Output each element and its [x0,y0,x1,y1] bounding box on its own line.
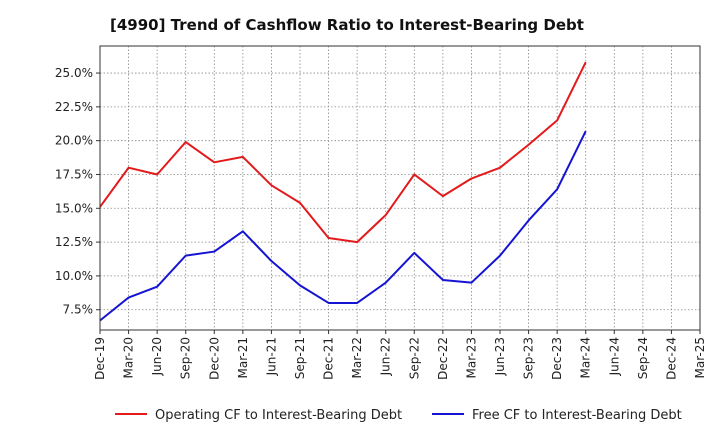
x-tick-label: Mar-21 [236,337,250,378]
x-tick-label: Sep-20 [179,337,193,379]
x-tick-label: Mar-25 [693,337,707,378]
x-tick-label: Mar-22 [350,337,364,378]
series-lines [99,61,587,322]
x-tick-label: Dec-24 [664,337,678,380]
x-tick-label: Dec-19 [93,337,107,380]
grid [99,46,701,330]
legend-label-2: Free CF to Interest-Bearing Debt [472,408,682,423]
x-tick-label: Sep-24 [636,337,650,379]
x-tick-label: Dec-22 [436,337,450,380]
y-tick-label: 20.0% [55,134,93,148]
x-tick-label: Jun-24 [607,337,621,376]
x-tick-label: Sep-22 [407,337,421,379]
series-line-1 [99,61,587,244]
legend-label-1: Operating CF to Interest-Bearing Debt [155,408,402,423]
y-tick-label: 17.5% [55,167,93,181]
x-tick-label: Sep-21 [293,337,307,379]
x-tick-label: Sep-23 [522,337,536,379]
x-tick-label: Mar-23 [464,337,478,378]
x-tick-label: Dec-23 [550,337,564,380]
y-tick-label: 10.0% [55,269,93,283]
x-tick-label: Jun-20 [150,337,164,376]
series-line-2 [99,130,587,322]
y-tick-label: 15.0% [55,201,93,215]
x-tick-label: Jun-23 [493,337,507,376]
legend: Operating CF to Interest-Bearing Debt Fre… [115,408,682,423]
y-tick-label: 7.5% [63,303,94,317]
y-tick-label: 12.5% [55,235,93,249]
x-tick-label: Mar-20 [122,337,136,378]
plot-frame [99,45,701,331]
y-tick-label: 22.5% [55,100,93,114]
x-tick-label: Jun-21 [264,337,278,376]
x-tick-label: Jun-22 [379,337,393,376]
chart-title: [4990] Trend of Cashflow Ratio to Intere… [110,16,584,34]
x-tick-label: Dec-20 [207,337,221,380]
x-tick-label: Mar-24 [579,337,593,378]
y-tick-label: 25.0% [55,66,93,80]
x-axis-ticks: Dec-19 Mar-20 Jun-20 Sep-20 Dec-20 Mar-21 Jun-… [93,330,707,380]
x-tick-label: Dec-21 [322,337,336,380]
y-axis-ticks: 7.5% 10.0% 12.5% 15.0% 17.5% 20.0% 22.5% 25.0% [55,66,100,317]
